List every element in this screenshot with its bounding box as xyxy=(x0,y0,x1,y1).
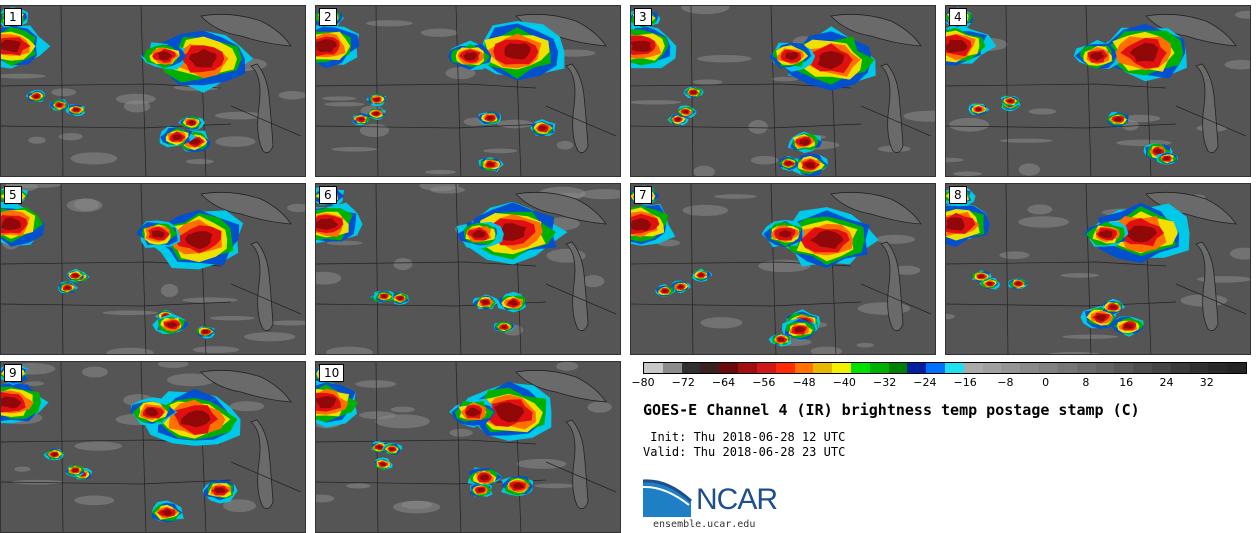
panel-label: 3 xyxy=(634,8,652,26)
panel-label: 9 xyxy=(4,364,22,382)
colorbar-tick-label: −8 xyxy=(997,376,1014,389)
panel-4: 4 xyxy=(945,5,1251,177)
panel-1: 1 xyxy=(0,5,306,177)
colorbar-tick-label: −40 xyxy=(832,376,856,389)
panel-label: 10 xyxy=(319,364,345,382)
colorbar-swatch xyxy=(1208,363,1228,373)
colorbar-swatch xyxy=(1020,363,1040,373)
panel-2: 2 xyxy=(315,5,621,177)
panel-label: 7 xyxy=(634,186,652,204)
panel-3: 3 xyxy=(630,5,936,177)
map-image xyxy=(1,362,305,532)
colorbar-tick-label: 0 xyxy=(1042,376,1050,389)
colorbar-swatch xyxy=(719,363,739,373)
colorbar-swatch xyxy=(1189,363,1209,373)
map-image xyxy=(1,184,305,354)
colorbar-tick-label: −32 xyxy=(872,376,897,389)
colorbar-tick-label: −16 xyxy=(953,376,977,389)
website-url: ensemble.ucar.edu xyxy=(653,519,756,530)
colorbar-swatch xyxy=(681,363,701,373)
colorbar-swatch xyxy=(756,363,776,373)
colorbar-tick-label: −48 xyxy=(792,376,816,389)
init-time: Init: Thu 2018-06-28 12 UTC xyxy=(643,430,846,444)
colorbar-swatch xyxy=(813,363,833,373)
colorbar-tick-label: −24 xyxy=(913,376,937,389)
colorbar-swatch xyxy=(1076,363,1096,373)
colorbar-swatch xyxy=(945,363,964,373)
colorbar-swatch xyxy=(1114,363,1134,373)
colorbar-swatch xyxy=(1095,363,1115,373)
colorbar-swatch xyxy=(1057,363,1077,373)
colorbar-swatch xyxy=(963,363,983,373)
panel-label: 4 xyxy=(949,8,967,26)
colorbar xyxy=(643,362,1247,374)
panel-9: 9 xyxy=(0,361,306,533)
panel-label: 5 xyxy=(4,186,22,204)
colorbar-tick-label: 8 xyxy=(1082,376,1090,389)
colorbar-swatch xyxy=(1170,363,1190,373)
colorbar-tick-label: −56 xyxy=(752,376,776,389)
colorbar-tick-label: −80 xyxy=(631,376,655,389)
colorbar-swatch xyxy=(1151,363,1171,373)
map-image xyxy=(1,6,305,176)
colorbar-swatch xyxy=(738,363,757,373)
colorbar-swatch xyxy=(888,363,908,373)
colorbar-swatch xyxy=(907,363,927,373)
colorbar-swatch xyxy=(926,363,945,373)
colorbar-tick-label: 24 xyxy=(1159,376,1174,389)
colorbar-swatch xyxy=(644,363,663,373)
colorbar-swatch xyxy=(794,363,814,373)
colorbar-swatch xyxy=(869,363,889,373)
colorbar-swatch xyxy=(1227,363,1246,373)
colorbar-ticks: −80 −72 −64 −56 −48 −40 −32 −24 −16 −8 0 8 16 24 32 xyxy=(631,376,1247,392)
colorbar-swatch xyxy=(700,363,720,373)
colorbar-swatch xyxy=(775,363,795,373)
colorbar-swatch xyxy=(982,363,1002,373)
colorbar-tick-label: 16 xyxy=(1119,376,1134,389)
panel-label: 8 xyxy=(949,186,967,204)
colorbar-swatch xyxy=(1039,363,1058,373)
map-image xyxy=(631,184,935,354)
panel-8: 8 xyxy=(945,183,1251,355)
map-image xyxy=(316,184,620,354)
logo-text: NCAR xyxy=(696,483,778,516)
panel-6: 6 xyxy=(315,183,621,355)
panel-7: 7 xyxy=(630,183,936,355)
panel-label: 6 xyxy=(319,186,337,204)
map-image xyxy=(946,184,1250,354)
ncar-logo-icon xyxy=(643,479,693,517)
colorbar-swatch xyxy=(1133,363,1152,373)
colorbar-swatch xyxy=(662,363,682,373)
colorbar-swatch xyxy=(832,363,851,373)
panel-label: 2 xyxy=(319,8,337,26)
panel-10: 10 xyxy=(315,361,621,533)
colorbar-swatch xyxy=(850,363,870,373)
map-image xyxy=(631,6,935,176)
map-image xyxy=(316,362,620,532)
colorbar-tick-label: −64 xyxy=(711,376,736,389)
panel-5: 5 xyxy=(0,183,306,355)
map-image xyxy=(316,6,620,176)
colorbar-swatch xyxy=(1001,363,1021,373)
colorbar-tick-label: 32 xyxy=(1199,376,1214,389)
figure-title: GOES-E Channel 4 (IR) brightness temp po… xyxy=(643,401,1140,419)
colorbar-tick-label: −72 xyxy=(671,376,695,389)
panel-label: 1 xyxy=(4,8,22,26)
valid-time: Valid: Thu 2018-06-28 23 UTC xyxy=(643,445,846,459)
map-image xyxy=(946,6,1250,176)
